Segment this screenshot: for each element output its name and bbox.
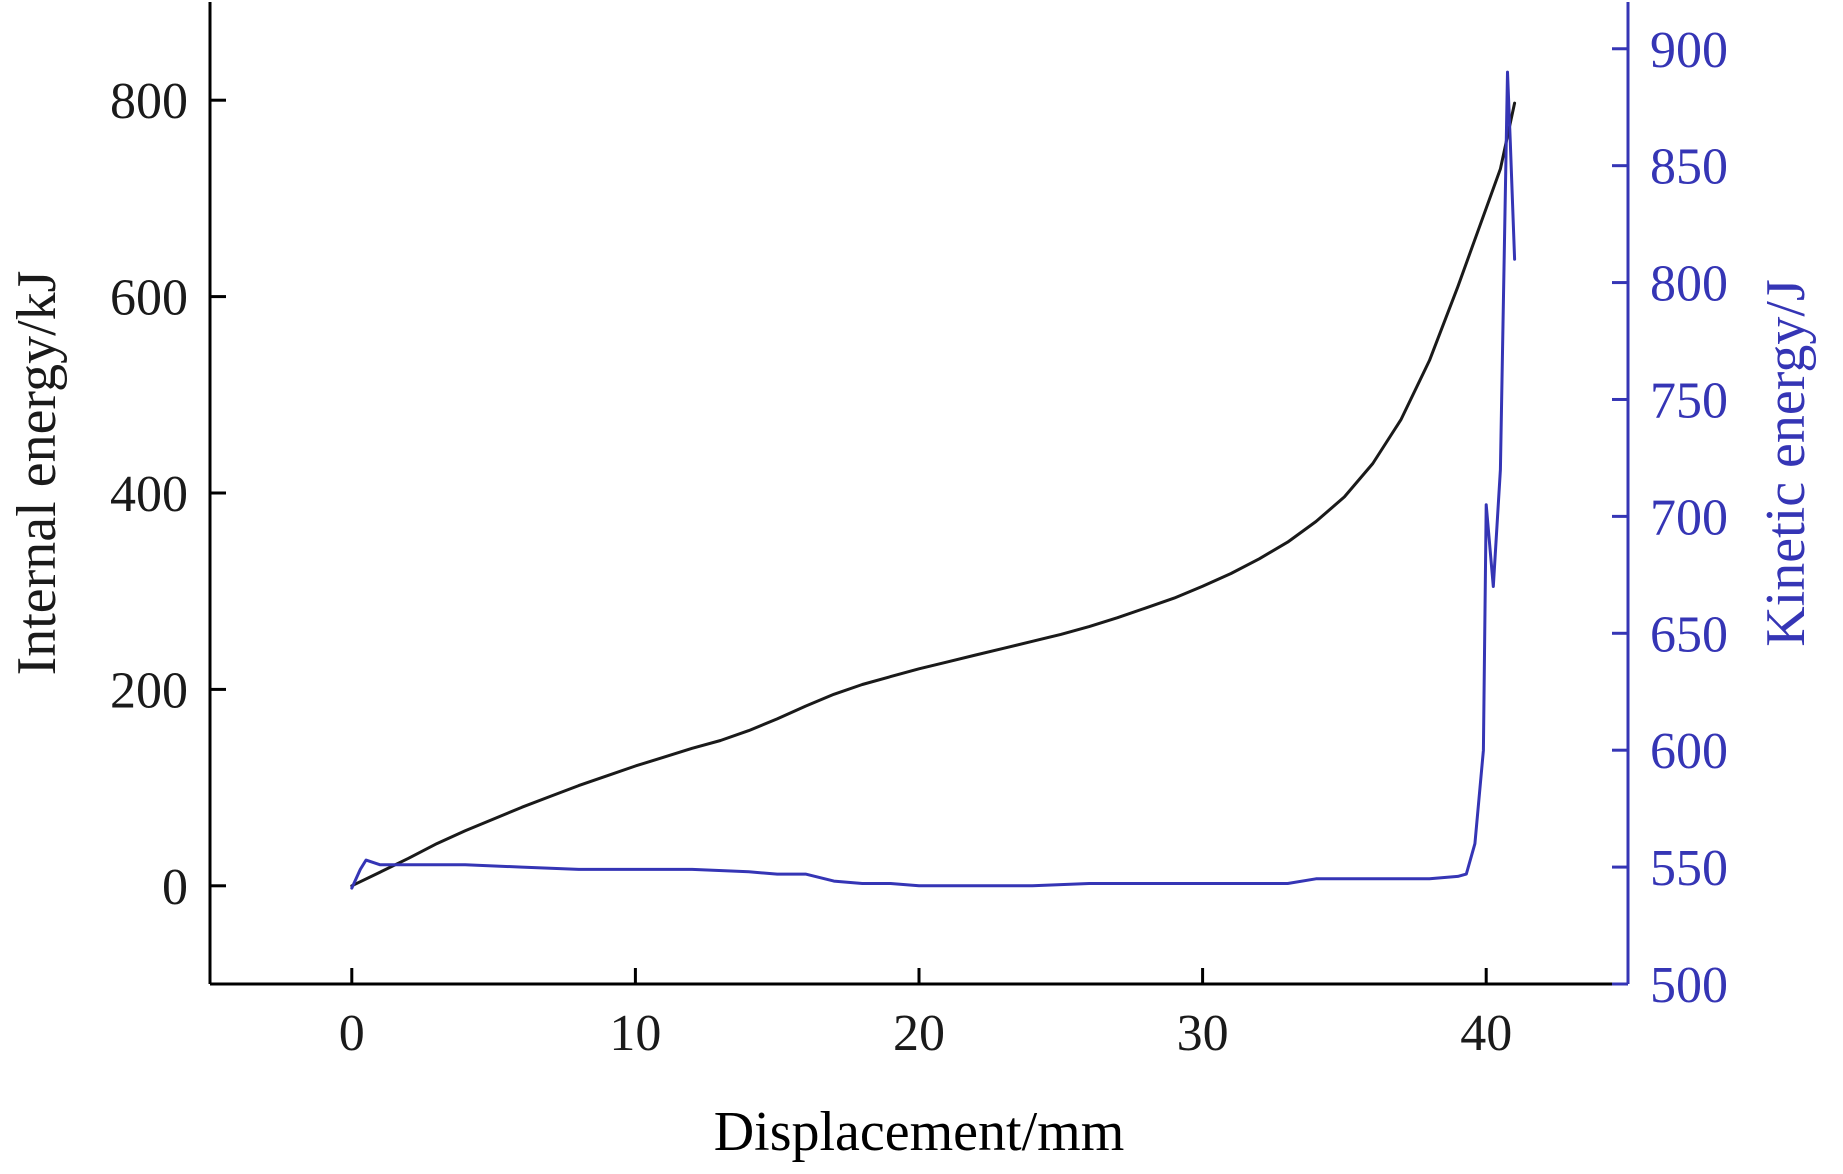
y-left-axis-title: Internal energy/kJ bbox=[6, 271, 68, 676]
kinetic-energy-line bbox=[350, 70, 1517, 890]
axes-layer: 0 10 20 30 400200400600800500550600650700750… bbox=[110, 2, 1728, 1062]
y-right-tick-label: 500 bbox=[1650, 957, 1728, 1014]
x-tick-label: 0 bbox=[339, 1005, 365, 1062]
y-right-tick-label: 750 bbox=[1650, 372, 1728, 429]
series-layer bbox=[350, 70, 1517, 890]
y-right-tick-label: 550 bbox=[1650, 840, 1728, 897]
y-right-tick-label: 850 bbox=[1650, 139, 1728, 196]
y-left-tick-label: 200 bbox=[110, 662, 188, 719]
internal-energy-line bbox=[350, 101, 1517, 888]
y-right-tick-label: 700 bbox=[1650, 489, 1728, 546]
x-axis-title: Displacement/mm bbox=[714, 1101, 1125, 1163]
y-right-tick-label: 600 bbox=[1650, 723, 1728, 780]
y-right-axis-title: Kinetic energy/J bbox=[1755, 279, 1817, 647]
y-left-tick-label: 600 bbox=[110, 270, 188, 327]
labels-layer: Displacement/mm Internal energy/kJ Kinet… bbox=[6, 271, 1817, 1163]
y-left-tick-label: 800 bbox=[110, 73, 188, 130]
y-left-tick-label: 400 bbox=[110, 466, 188, 523]
y-left-tick-label: 0 bbox=[162, 859, 188, 916]
x-tick-label: 40 bbox=[1460, 1005, 1512, 1062]
y-right-tick-label: 800 bbox=[1650, 256, 1728, 313]
y-right-tick-label: 650 bbox=[1650, 606, 1728, 663]
x-tick-label: 20 bbox=[893, 1005, 945, 1062]
x-tick-label: 30 bbox=[1177, 1005, 1229, 1062]
x-tick-label: 10 bbox=[609, 1005, 661, 1062]
y-right-tick-label: 900 bbox=[1650, 22, 1728, 79]
